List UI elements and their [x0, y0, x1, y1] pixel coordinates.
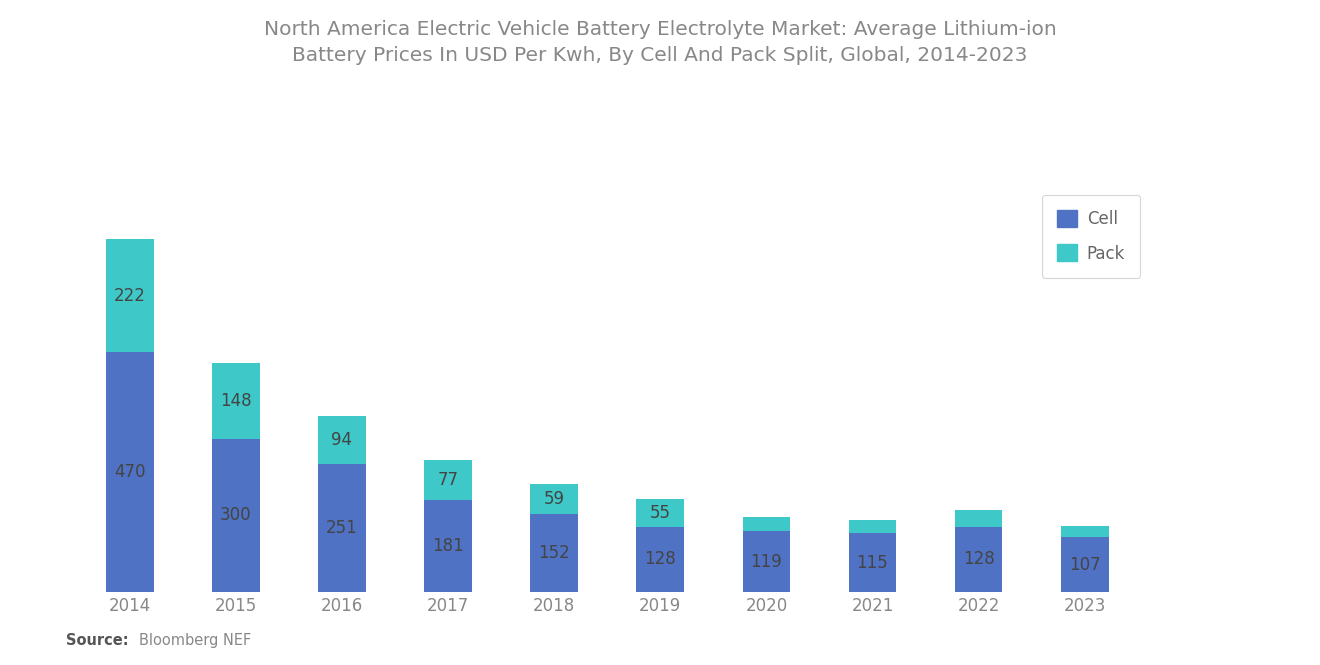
- Bar: [1061, 537, 1109, 592]
- Text: 300: 300: [220, 506, 252, 525]
- Text: 148: 148: [220, 392, 252, 410]
- Legend: Cell, Pack: Cell, Pack: [1041, 195, 1140, 277]
- Bar: [106, 239, 153, 352]
- Bar: [424, 460, 473, 499]
- Bar: [636, 499, 684, 527]
- Text: 119: 119: [751, 553, 783, 571]
- Bar: [636, 527, 684, 592]
- Bar: [318, 464, 366, 592]
- Text: 77: 77: [437, 471, 458, 489]
- Bar: [106, 352, 153, 592]
- Bar: [849, 520, 896, 533]
- Text: 222: 222: [114, 287, 145, 305]
- Text: 59: 59: [544, 490, 565, 508]
- Text: 55: 55: [649, 503, 671, 521]
- Text: Bloomberg NEF: Bloomberg NEF: [139, 633, 251, 648]
- Bar: [954, 527, 1002, 592]
- Text: 152: 152: [539, 544, 570, 562]
- Bar: [849, 533, 896, 592]
- Text: Source:: Source:: [66, 633, 128, 648]
- Bar: [743, 531, 791, 592]
- Text: 128: 128: [644, 550, 676, 568]
- Text: North America Electric Vehicle Battery Electrolyte Market: Average Lithium-ion
B: North America Electric Vehicle Battery E…: [264, 20, 1056, 65]
- Bar: [424, 499, 473, 592]
- Bar: [1061, 526, 1109, 537]
- Bar: [531, 514, 578, 592]
- Bar: [213, 439, 260, 592]
- Bar: [531, 484, 578, 514]
- Text: 251: 251: [326, 519, 358, 537]
- Text: 107: 107: [1069, 555, 1101, 574]
- Bar: [318, 416, 366, 464]
- Bar: [743, 517, 791, 531]
- Text: 470: 470: [114, 463, 145, 481]
- Text: 94: 94: [331, 431, 352, 449]
- Text: 128: 128: [962, 550, 994, 568]
- Bar: [954, 510, 1002, 527]
- Bar: [213, 364, 260, 439]
- Text: 115: 115: [857, 553, 888, 571]
- Text: 181: 181: [432, 537, 463, 555]
